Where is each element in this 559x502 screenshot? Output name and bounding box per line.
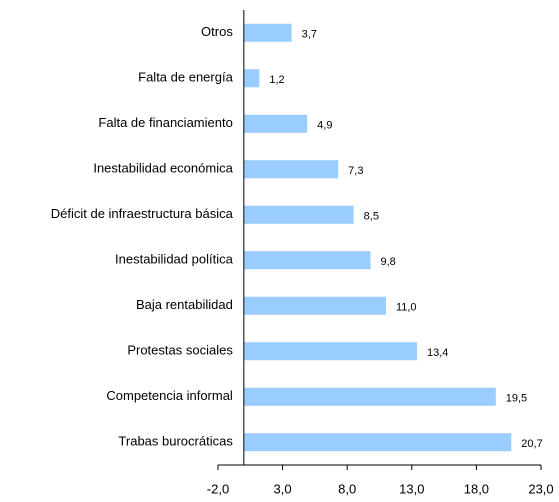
value-label: 1,2 [269,74,284,86]
value-label: 9,8 [380,256,395,268]
bar [243,23,292,42]
bar [243,296,386,315]
value-label: 20,7 [521,438,542,450]
value-label: 3,7 [302,29,317,41]
category-label: Protestas sociales [127,343,233,358]
bar [243,342,417,361]
bar [243,205,354,224]
x-tick-label: 18,0 [464,481,489,496]
bar [243,387,496,406]
bar [243,69,260,88]
category-label: Inestabilidad económica [93,161,233,176]
category-label: Otros [201,24,233,39]
value-label: 11,0 [396,302,417,314]
category-label: Déficit de infraestructura básica [51,206,234,221]
x-tick-label: 13,0 [399,481,424,496]
x-tick-label: -2,0 [207,481,229,496]
bar [243,160,339,179]
value-label: 8,5 [364,211,379,223]
category-label: Baja rentabilidad [136,297,233,312]
bar [243,251,371,270]
value-label: 19,5 [506,393,527,405]
category-label: Trabas burocráticas [118,434,233,449]
category-label: Falta de financiamiento [98,115,232,130]
bar [243,114,308,133]
category-label: Competencia informal [106,388,233,403]
x-tick-label: 8,0 [338,481,356,496]
value-label: 7,3 [348,165,363,177]
category-label: Falta de energía [138,70,233,85]
bar [243,433,512,452]
value-label: 4,9 [317,120,332,132]
x-tick-label: 3,0 [274,481,292,496]
value-label: 13,4 [427,347,448,359]
category-label: Inestabilidad política [115,252,234,267]
x-tick-label: 23,0 [528,481,553,496]
